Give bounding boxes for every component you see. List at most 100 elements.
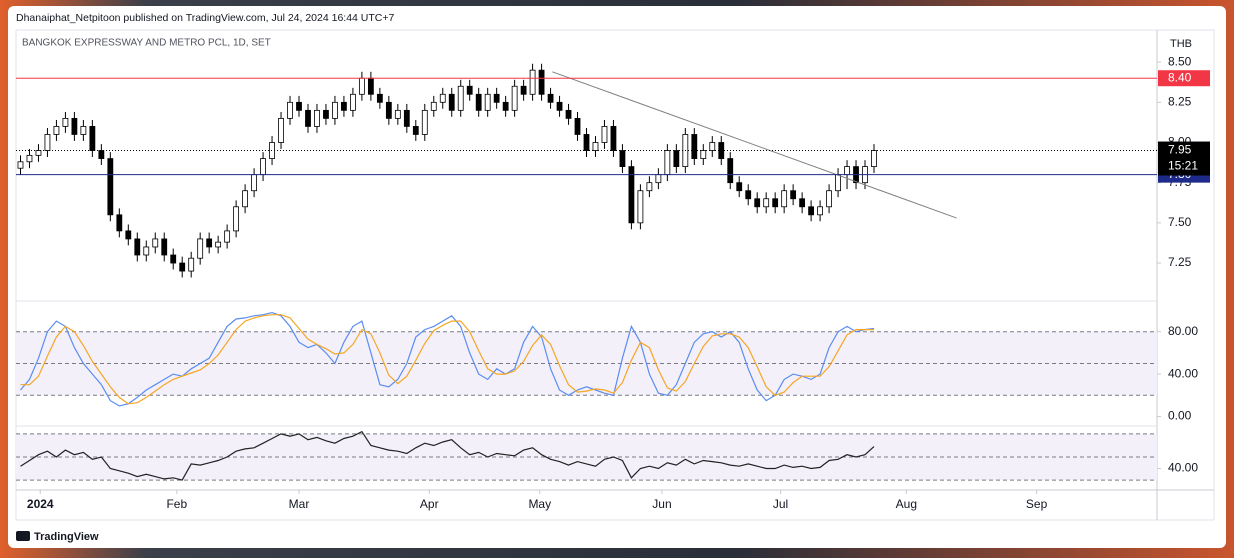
countdown: 15:21	[1168, 159, 1198, 173]
byline: Dhanaiphat_Netpitoon published on Tradin…	[16, 12, 395, 24]
candle-body	[35, 150, 42, 156]
y-tick-label: 8.25	[1168, 94, 1192, 108]
candle-body	[430, 101, 437, 111]
candle-body	[871, 150, 877, 168]
candle-body	[278, 117, 284, 143]
candle-body	[511, 85, 518, 111]
candle-body	[17, 161, 24, 169]
candle-body	[80, 126, 87, 135]
candle-body	[637, 190, 644, 224]
candle-body	[565, 109, 572, 119]
candle-body	[808, 206, 815, 216]
candle-body	[673, 150, 680, 168]
candle-body	[493, 93, 500, 103]
brand: TradingView	[34, 531, 99, 543]
indicator-line	[20, 311, 875, 407]
candle-body	[547, 93, 554, 103]
candle-body	[260, 158, 266, 176]
candle-body	[799, 198, 806, 208]
candle-body	[107, 158, 114, 216]
chart-frame	[15, 29, 1215, 521]
candle-body	[215, 241, 222, 248]
candle-body	[754, 198, 761, 208]
candle-body	[709, 142, 716, 151]
candle-body	[835, 174, 841, 192]
candle-body	[26, 154, 33, 163]
candle-body	[394, 109, 401, 119]
y-tick-label: 8.50	[1168, 54, 1192, 68]
candle-body	[287, 101, 293, 119]
x-tick-label: May	[528, 497, 551, 511]
candle-body	[412, 126, 419, 135]
candle-body	[385, 101, 392, 119]
candle-body	[89, 126, 96, 151]
candle-body	[817, 206, 823, 216]
candle-body	[233, 206, 240, 232]
candle-body	[727, 158, 734, 184]
candle-body	[367, 77, 374, 95]
candle-body	[448, 93, 455, 111]
x-tick-label: Aug	[896, 497, 917, 511]
trendline	[552, 71, 957, 219]
y-tick-label: 40.00	[1168, 461, 1198, 475]
chart-title: BANGKOK EXPRESSWAY AND METRO PCL, 1D, SE…	[22, 38, 271, 49]
candle-body	[520, 85, 527, 95]
candle-body	[529, 69, 536, 95]
indicator-line	[20, 430, 875, 481]
candle-body	[376, 93, 383, 103]
candle-body	[98, 150, 105, 159]
candle-body	[628, 166, 635, 224]
x-tick-label: Jun	[652, 497, 671, 511]
candle-body	[116, 214, 123, 232]
candle-body	[736, 182, 743, 192]
candle-body	[152, 238, 159, 248]
candle-body	[403, 109, 410, 127]
candle-body	[350, 93, 356, 111]
x-tick-label: 2024	[27, 497, 54, 511]
candle-body	[71, 117, 78, 135]
candle-body	[314, 109, 320, 127]
candle-body	[206, 238, 213, 248]
x-tick-label: Mar	[289, 497, 310, 511]
y-tick-label: 0.00	[1168, 409, 1192, 423]
candle-body	[574, 117, 581, 135]
y-tick-label: 7.50	[1168, 215, 1192, 229]
candle-body	[44, 134, 51, 151]
x-tick-label: Feb	[166, 497, 187, 511]
candle-body	[781, 190, 788, 208]
currency: THB	[1170, 38, 1192, 50]
candle-body	[790, 190, 797, 200]
candle-body	[619, 150, 626, 168]
x-tick-label: Sep	[1026, 497, 1048, 511]
candle-body	[161, 238, 168, 256]
x-tick-label: Apr	[420, 497, 439, 511]
candle-body	[323, 109, 329, 119]
price-label: 8.40	[1168, 70, 1192, 84]
candle-body	[610, 126, 617, 151]
last-price: 7.95	[1168, 143, 1192, 157]
candle-body	[592, 142, 599, 151]
candle-body	[188, 257, 195, 272]
candle-body	[583, 134, 590, 151]
candle-body	[421, 109, 428, 135]
candle-body	[844, 166, 850, 176]
candle-body	[664, 150, 671, 176]
candle-body	[655, 174, 662, 184]
candle-body	[439, 93, 446, 103]
candle-body	[745, 190, 752, 200]
candle-body	[484, 93, 491, 111]
candle-body	[700, 150, 707, 159]
card	[8, 6, 1226, 548]
candle-body	[170, 254, 177, 264]
candle-body	[125, 230, 132, 240]
last-price-box	[1158, 141, 1210, 176]
candle-body	[197, 238, 204, 259]
candle-body	[269, 142, 275, 159]
x-tick-label: Jul	[773, 497, 788, 511]
y-tick-label: 40.00	[1168, 366, 1198, 380]
price-label-box	[1158, 70, 1210, 87]
candle-body	[691, 134, 698, 159]
candle-body	[826, 190, 832, 208]
candle-body	[179, 262, 186, 272]
